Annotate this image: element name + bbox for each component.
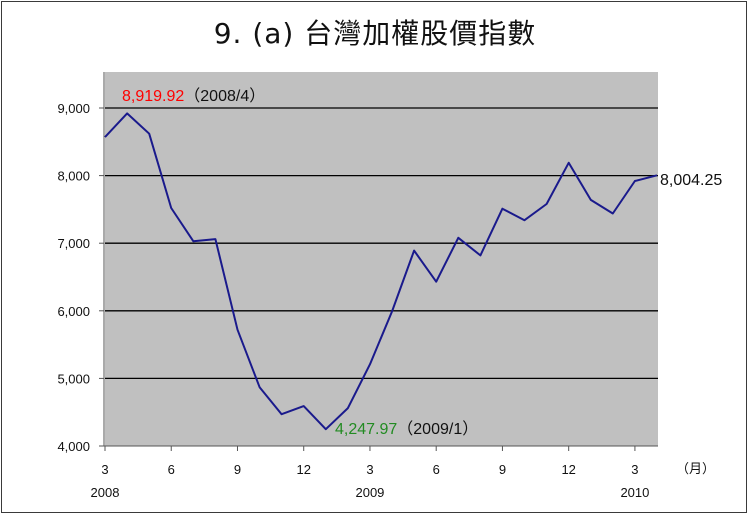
x-tick-label: 3 (101, 462, 108, 477)
y-tick-label: 5,000 (57, 371, 90, 386)
chart-title: 9. (a) 台灣加權股價指數 (213, 17, 537, 50)
annotations: 8,919.92（2008/4） 4,247.97（2009/1） 8,004.… (122, 87, 722, 476)
last-value-label: 8,004.25 (660, 172, 722, 189)
y-tick-label: 6,000 (57, 304, 90, 319)
x-tick-label: 6 (168, 462, 175, 477)
x-tick-label: 6 (433, 462, 440, 477)
min-value: 4,247.97 (335, 421, 397, 438)
year-label: 2010 (620, 485, 649, 500)
x-tick-labels: 3 6 9 12 3 6 9 12 3 2008 2009 2010 (91, 446, 649, 500)
series-line (104, 112, 658, 431)
x-tick-label: 12 (561, 462, 575, 477)
plot-area (105, 72, 658, 446)
x-tick-label: 3 (631, 462, 638, 477)
max-value-label: 8,919.92（2008/4） (122, 87, 265, 105)
x-unit-label: （月） (676, 461, 715, 476)
max-value: 8,919.92 (122, 88, 184, 105)
y-tick-label: 9,000 (57, 101, 90, 116)
x-tick-label: 12 (296, 462, 310, 477)
max-date: （2008/4） (184, 87, 265, 105)
y-tick-labels: 4,000 5,000 6,000 7,000 8,000 9,000 (57, 101, 104, 454)
x-tick-label: 9 (499, 462, 506, 477)
x-tick-label: 3 (366, 462, 373, 477)
y-tick-label: 7,000 (57, 236, 90, 251)
x-tick-label: 9 (234, 462, 241, 477)
y-tick-label: 4,000 (57, 439, 90, 454)
series-line-group (104, 112, 658, 431)
min-date: （2009/1） (397, 420, 478, 438)
y-tick-label: 8,000 (57, 169, 90, 184)
min-value-label: 4,247.97（2009/1） (335, 420, 478, 438)
year-label: 2009 (355, 485, 384, 500)
grid-lines (105, 107, 658, 380)
year-label: 2008 (91, 485, 120, 500)
